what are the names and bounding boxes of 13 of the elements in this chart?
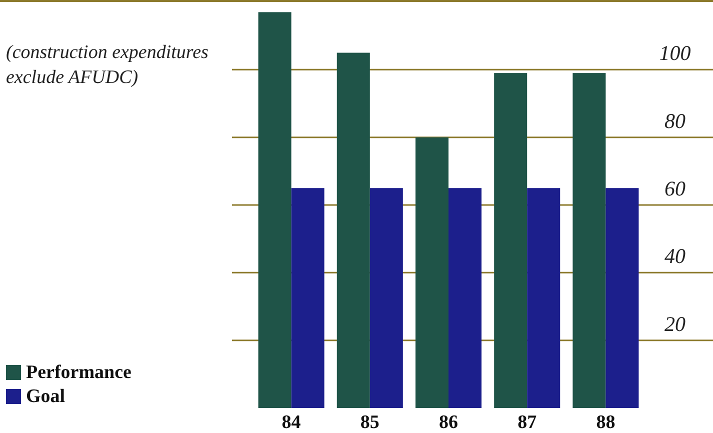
- x-tick-label: 85: [360, 412, 380, 433]
- y-tick-label: 20: [664, 312, 686, 336]
- y-tick-label: 60: [664, 176, 686, 201]
- text: (construction expenditures exclude AFUDC): [6, 42, 208, 88]
- y-tick-label: 80: [664, 108, 686, 133]
- y-tick-label: 100: [659, 41, 692, 66]
- x-tick-label: 84: [282, 412, 302, 433]
- x-tick-label: 88: [596, 412, 616, 433]
- x-tick-label: 87: [518, 412, 538, 433]
- y-tick-label: 40: [664, 244, 686, 268]
- x-tick-label: 86: [439, 412, 458, 433]
- legend-label: Goal: [26, 386, 66, 407]
- legend-label: Performance: [26, 362, 132, 383]
